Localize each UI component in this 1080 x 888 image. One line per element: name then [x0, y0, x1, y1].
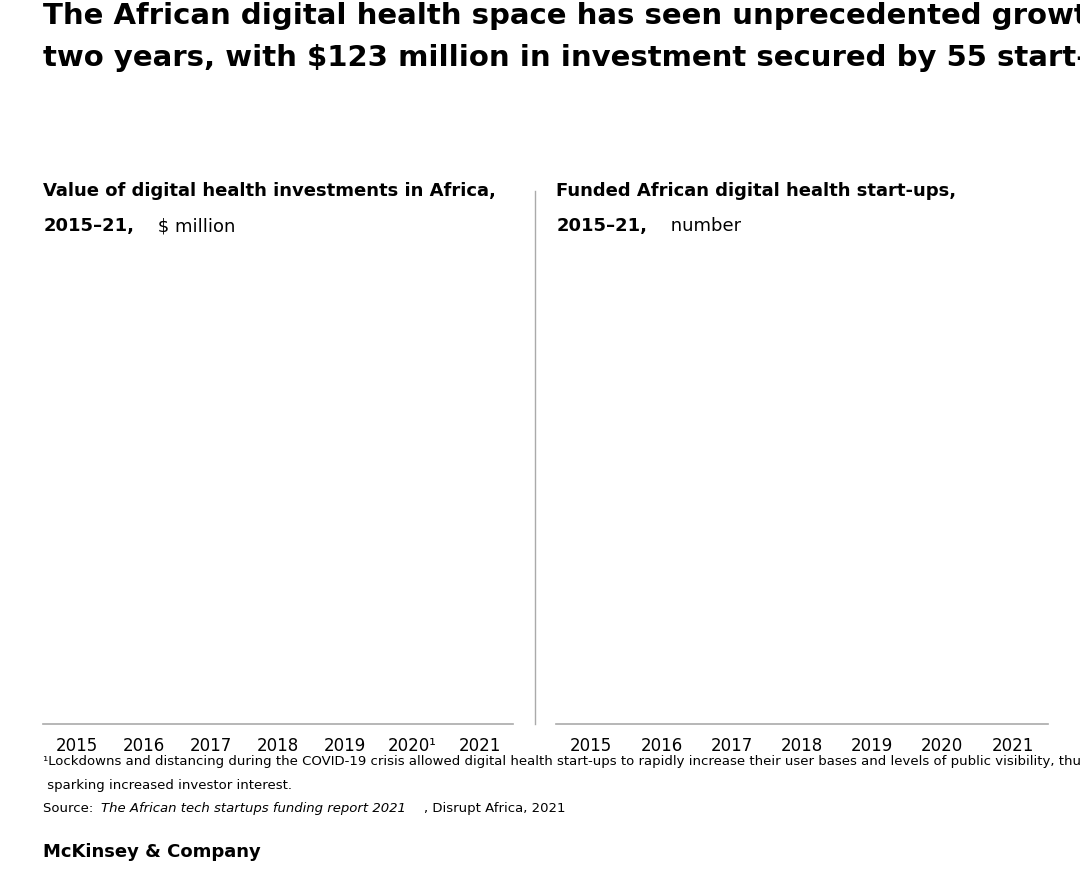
Text: ¹Lockdowns and distancing during the COVID-19 crisis allowed digital health star: ¹Lockdowns and distancing during the COV… [43, 755, 1080, 768]
Text: two years, with $123 million in investment secured by 55 start-ups in 2021.: two years, with $123 million in investme… [43, 44, 1080, 72]
Text: McKinsey & Company: McKinsey & Company [43, 844, 261, 861]
Text: Source:: Source: [43, 802, 97, 815]
Text: The African digital health space has seen unprecedented growth in the past: The African digital health space has see… [43, 2, 1080, 30]
Text: sparking increased investor interest.: sparking increased investor interest. [43, 779, 293, 792]
Text: The African tech startups funding report 2021: The African tech startups funding report… [100, 802, 405, 815]
Text: 2015–21,: 2015–21, [43, 218, 134, 235]
Text: $ million: $ million [152, 218, 235, 235]
Text: , Disrupt Africa, 2021: , Disrupt Africa, 2021 [423, 802, 565, 815]
Text: Funded African digital health start-ups,: Funded African digital health start-ups, [556, 182, 956, 200]
Text: Value of digital health investments in Africa,: Value of digital health investments in A… [43, 182, 496, 200]
Text: 2015–21,: 2015–21, [556, 218, 647, 235]
Text: number: number [665, 218, 742, 235]
